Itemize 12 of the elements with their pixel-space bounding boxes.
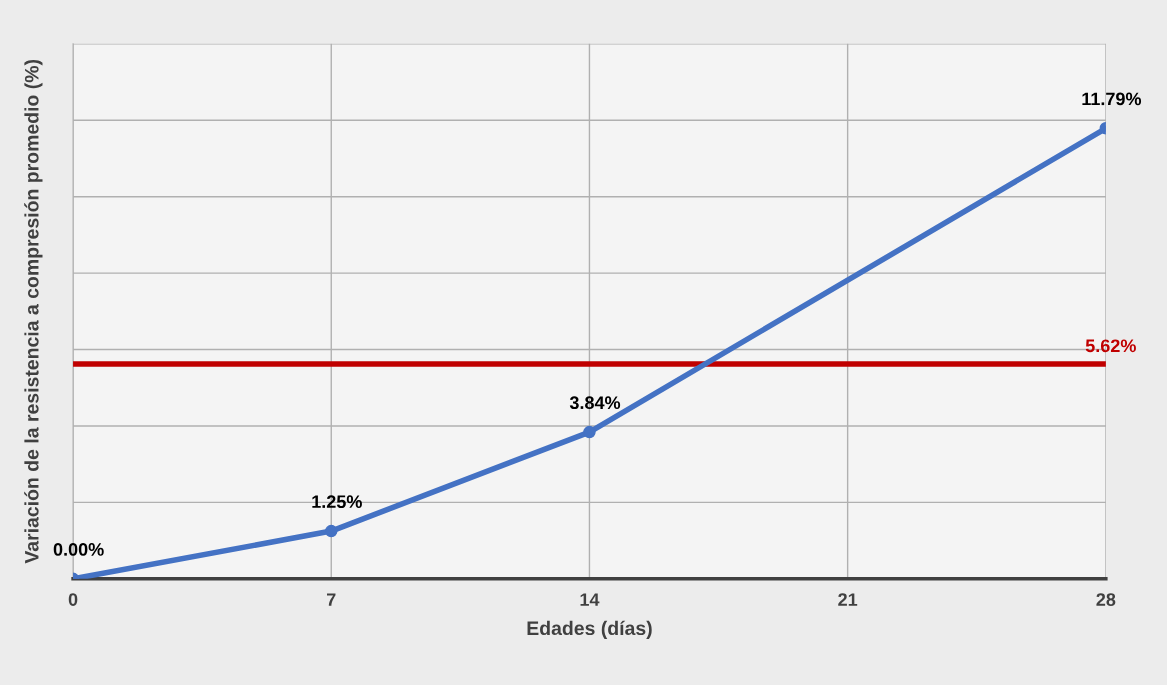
- x-axis-title: Edades (días): [527, 620, 652, 639]
- ref-line-label: 5.62%: [1085, 339, 1136, 353]
- data-label: 11.79%: [1082, 92, 1142, 106]
- x-tick-label: 28: [1096, 593, 1116, 606]
- x-tick-label: 0: [68, 593, 78, 606]
- x-tick-label: 7: [327, 593, 336, 606]
- data-label: 0.00%: [53, 543, 104, 556]
- x-tick-label: 14: [580, 593, 600, 606]
- data-label: 3.84%: [569, 396, 621, 410]
- x-tick-label: 21: [838, 593, 858, 606]
- y-axis-title: Variación de la resistencia a compresión promedio (%): [24, 59, 43, 564]
- data-label: 1.25%: [312, 495, 362, 509]
